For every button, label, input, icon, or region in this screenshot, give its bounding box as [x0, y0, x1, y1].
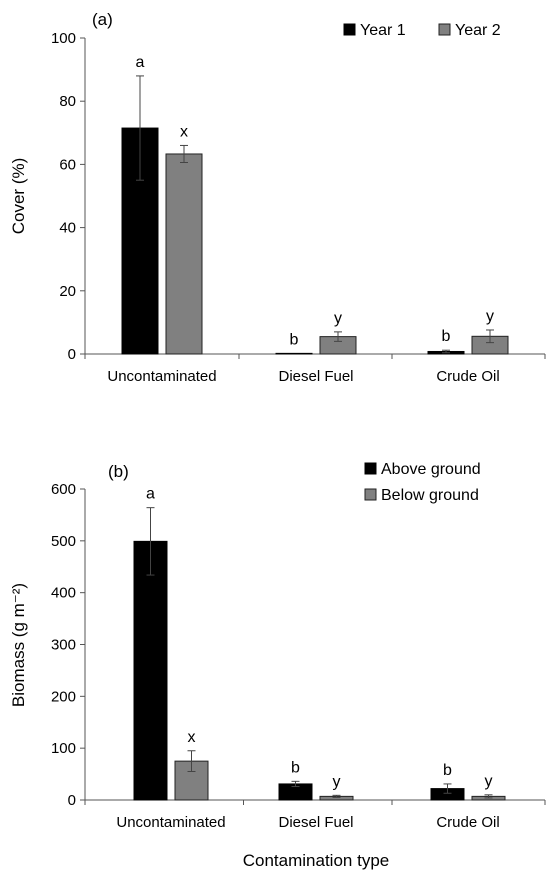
legend-swatch [364, 462, 377, 475]
legend-swatch [438, 23, 451, 36]
y-tick-label: 500 [51, 533, 76, 550]
significance-letter: b [290, 331, 299, 348]
y-tick-label: 100 [51, 740, 76, 757]
significance-letter: y [485, 773, 493, 790]
y-tick-label: 20 [59, 283, 76, 300]
significance-letter: x [188, 729, 196, 746]
chart-panel-0: (a) Cover (%) 0 20 40 60 80 100 Uncontaminated Di… [9, 10, 546, 385]
y-axis-title: Biomass (g m⁻²) [9, 583, 28, 707]
legend-label: Year 1 [360, 22, 406, 39]
x-tick-label: Crude Oil [436, 368, 499, 385]
bar [133, 540, 168, 801]
bar [165, 153, 203, 355]
legend-swatch [364, 488, 377, 501]
x-tick-label: Diesel Fuel [278, 368, 353, 385]
chart-panel-1: (b) Biomass (g m⁻²) 0 100 200 300 400 500 600 Unc… [9, 461, 546, 831]
significance-letter: y [334, 310, 342, 327]
bar [275, 352, 313, 355]
significance-letter: a [136, 54, 145, 71]
y-tick-label: 300 [51, 637, 76, 654]
significance-letter: y [333, 773, 341, 790]
significance-letter: b [443, 762, 452, 779]
legend-label: Above ground [381, 461, 481, 478]
legend-label: Year 2 [455, 22, 501, 39]
significance-letter: y [486, 308, 494, 325]
y-tick-label: 40 [59, 220, 76, 237]
y-tick-label: 0 [68, 792, 76, 809]
significance-letter: a [146, 486, 155, 503]
y-tick-label: 0 [68, 346, 76, 363]
y-axis-title: Cover (%) [9, 158, 28, 235]
legend-label: Below ground [381, 487, 479, 504]
y-tick-label: 100 [51, 30, 76, 47]
y-tick-label: 80 [59, 93, 76, 110]
y-tick-label: 400 [51, 585, 76, 602]
significance-letter: b [442, 328, 451, 345]
y-tick-label: 200 [51, 688, 76, 705]
panel-label: (b) [108, 462, 129, 481]
significance-letter: b [291, 759, 300, 776]
panel-label: (a) [92, 10, 113, 29]
y-tick-label: 600 [51, 481, 76, 498]
x-tick-label: Crude Oil [436, 814, 499, 831]
x-tick-label: Uncontaminated [116, 814, 225, 831]
y-tick-label: 60 [59, 156, 76, 173]
significance-letter: x [180, 123, 188, 140]
x-tick-label: Diesel Fuel [278, 814, 353, 831]
legend-swatch [343, 23, 356, 36]
x-tick-label: Uncontaminated [107, 368, 216, 385]
shared-x-axis-title: Contamination type [243, 851, 389, 870]
